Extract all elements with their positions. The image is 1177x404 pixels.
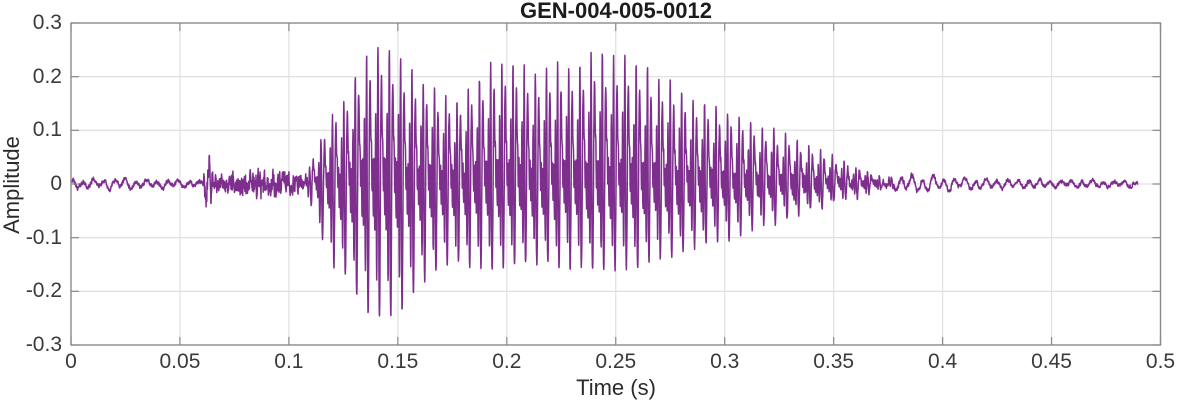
x-tick-label: 0.35 — [813, 350, 855, 373]
y-tick-label: -0.2 — [25, 279, 62, 303]
x-tick-label: 0.5 — [1145, 350, 1176, 373]
y-tick-label: -0.3 — [25, 333, 62, 356]
y-tick-label: 0.3 — [32, 11, 62, 34]
x-tick-label: 0.4 — [927, 350, 958, 373]
x-tick-label: 0.2 — [492, 350, 522, 373]
x-tick-label: 0.15 — [377, 350, 419, 373]
y-tick-label: 0.1 — [32, 118, 62, 142]
y-tick-label: 0.2 — [32, 64, 62, 88]
y-tick-label: -0.1 — [25, 225, 62, 249]
waveform-trace — [70, 46, 1139, 317]
x-tick-label: 0.45 — [1031, 350, 1072, 373]
x-tick-label: 0.25 — [595, 350, 637, 373]
x-tick-label: 0.1 — [274, 350, 304, 373]
x-tick-label: 0.05 — [159, 350, 201, 373]
y-tick-label: 0 — [50, 172, 62, 195]
chart-title: GEN-004-005-0012 — [519, 0, 712, 23]
x-tick-label: 0 — [65, 350, 77, 373]
x-axis-label: Time (s) — [576, 375, 656, 400]
x-tick-label: 0.3 — [710, 350, 740, 373]
